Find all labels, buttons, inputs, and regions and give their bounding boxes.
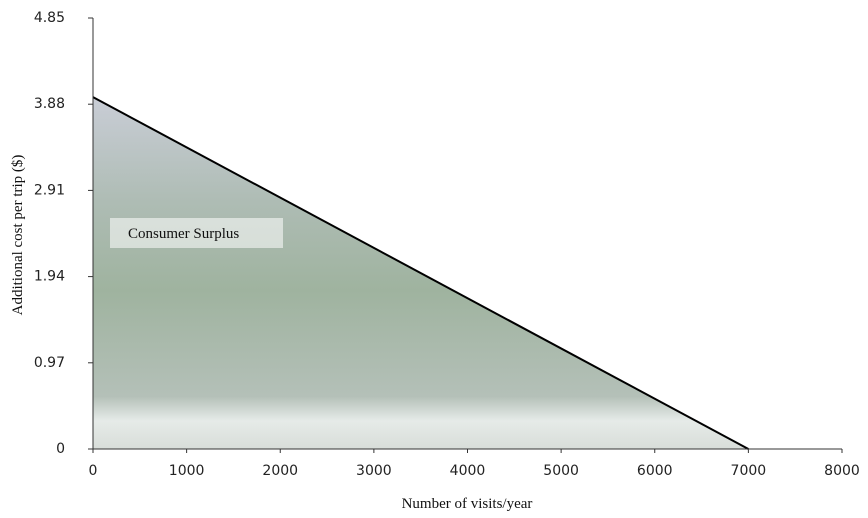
x-axis-title: Number of visits/year <box>402 496 533 512</box>
x-tick-label: 8000 <box>824 463 860 479</box>
chart: Consumer Surplus Number of visits/year A… <box>0 0 868 518</box>
x-tick-label: 7000 <box>731 463 767 479</box>
x-tick-label: 4000 <box>450 463 486 479</box>
x-tick-label: 5000 <box>543 463 579 479</box>
x-tick-label: 6000 <box>637 463 673 479</box>
x-tick-label: 1000 <box>169 463 205 479</box>
y-tick-label: 4.85 <box>34 10 65 26</box>
plot-area <box>93 97 748 449</box>
y-axis-title: Additional cost per trip ($) <box>10 155 26 316</box>
y-tick-label: 1.94 <box>34 269 65 285</box>
y-tick-label: 2.91 <box>34 182 65 198</box>
x-tick-label: 0 <box>89 463 98 479</box>
y-tick-label: 0.97 <box>34 355 65 371</box>
y-tick-label: 0 <box>56 441 65 457</box>
annotation: Consumer Surplus <box>128 226 239 242</box>
x-tick-label: 3000 <box>356 463 392 479</box>
y-tick-label: 3.88 <box>34 96 65 112</box>
x-tick-label: 2000 <box>262 463 298 479</box>
